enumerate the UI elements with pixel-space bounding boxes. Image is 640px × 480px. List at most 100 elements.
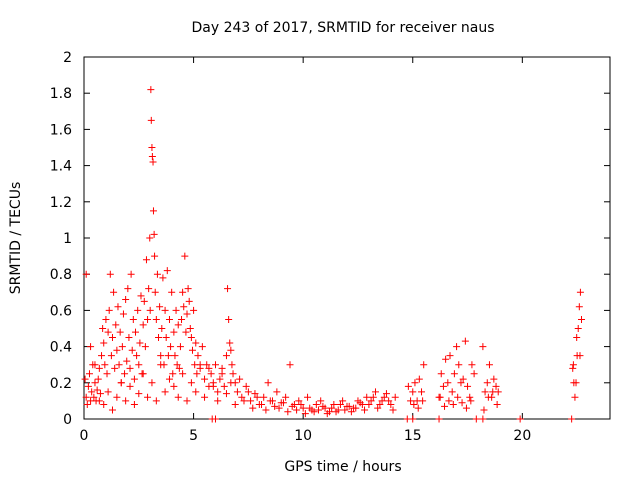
data-point <box>185 297 193 305</box>
data-point <box>459 375 467 383</box>
data-point <box>573 334 581 342</box>
data-point <box>317 397 325 405</box>
data-point <box>576 288 584 296</box>
data-point <box>441 402 449 410</box>
data-point <box>369 393 377 401</box>
data-point <box>445 397 453 405</box>
y-tick-label: 0.4 <box>50 340 72 356</box>
data-point <box>169 370 177 378</box>
data-point <box>251 390 259 398</box>
data-point <box>171 352 179 360</box>
data-point <box>516 415 524 423</box>
data-point <box>113 346 121 354</box>
data-point <box>149 207 157 215</box>
data-point <box>578 315 586 323</box>
data-point <box>193 370 201 378</box>
data-point <box>136 339 144 347</box>
data-point <box>147 116 155 124</box>
data-point <box>240 397 248 405</box>
data-point <box>95 397 103 405</box>
data-point <box>214 388 222 396</box>
data-point <box>449 401 457 409</box>
data-point <box>453 343 461 351</box>
data-point <box>376 401 384 409</box>
data-point <box>192 339 200 347</box>
data-point <box>363 393 371 401</box>
data-point <box>82 393 90 401</box>
data-point <box>146 306 154 314</box>
data-point <box>409 415 417 423</box>
data-point <box>464 382 472 390</box>
data-point <box>266 397 274 405</box>
data-point <box>198 343 206 351</box>
y-tick-label: 1.6 <box>50 122 72 138</box>
data-point <box>227 346 235 354</box>
data-point <box>174 393 182 401</box>
data-point <box>196 361 204 369</box>
data-point <box>222 390 230 398</box>
data-point <box>572 379 580 387</box>
data-point <box>100 401 108 409</box>
data-point <box>484 393 492 401</box>
y-axis: 0 0.2 0.4 0.6 0.8 1 1.2 1.4 1.6 1.8 2 <box>50 50 610 428</box>
data-point <box>157 361 165 369</box>
data-point <box>187 334 195 342</box>
data-point <box>84 382 92 390</box>
data-point <box>225 315 233 323</box>
y-tick-label: 0 <box>63 412 72 428</box>
data-point <box>145 285 153 293</box>
data-point <box>435 415 443 423</box>
data-point <box>115 361 123 369</box>
data-point <box>437 370 445 378</box>
data-point <box>135 390 143 398</box>
data-point <box>569 364 577 372</box>
data-point <box>111 364 119 372</box>
data-point <box>323 410 331 418</box>
data-point <box>150 230 158 238</box>
data-point <box>180 303 188 311</box>
data-point <box>483 379 491 387</box>
data-point <box>99 325 107 332</box>
data-point <box>253 393 261 401</box>
data-point <box>128 346 136 354</box>
data-point <box>108 334 116 342</box>
data-point <box>411 379 419 387</box>
data-point <box>350 404 358 412</box>
data-point <box>262 406 270 414</box>
data-point <box>181 252 189 260</box>
data-point <box>439 382 447 390</box>
data-point <box>328 404 336 412</box>
data-point <box>436 393 444 401</box>
data-point <box>101 361 109 369</box>
data-point <box>489 388 497 396</box>
data-point <box>442 355 450 363</box>
data-point <box>190 306 198 314</box>
data-point <box>212 415 219 423</box>
data-point <box>118 343 126 351</box>
data-point <box>419 397 427 405</box>
data-point <box>159 274 167 282</box>
data-point <box>94 375 102 383</box>
data-point <box>480 406 488 414</box>
data-point <box>336 401 344 409</box>
data-point <box>227 379 235 387</box>
data-point <box>389 406 397 414</box>
data-point <box>387 401 395 409</box>
data-point <box>102 315 110 323</box>
data-point <box>127 270 135 278</box>
data-point <box>172 306 180 314</box>
data-point <box>450 370 458 378</box>
data-point <box>155 334 163 342</box>
y-tick-label: 1.2 <box>50 195 72 211</box>
data-point <box>275 404 283 412</box>
data-point <box>126 364 134 372</box>
data-point <box>174 321 182 329</box>
data-point <box>212 361 219 369</box>
data-point <box>183 310 191 318</box>
data-point <box>186 325 194 332</box>
data-point <box>458 399 466 407</box>
data-point <box>284 408 292 416</box>
data-point <box>330 401 338 409</box>
data-point <box>135 361 143 369</box>
y-tick-label: 2 <box>63 50 72 66</box>
